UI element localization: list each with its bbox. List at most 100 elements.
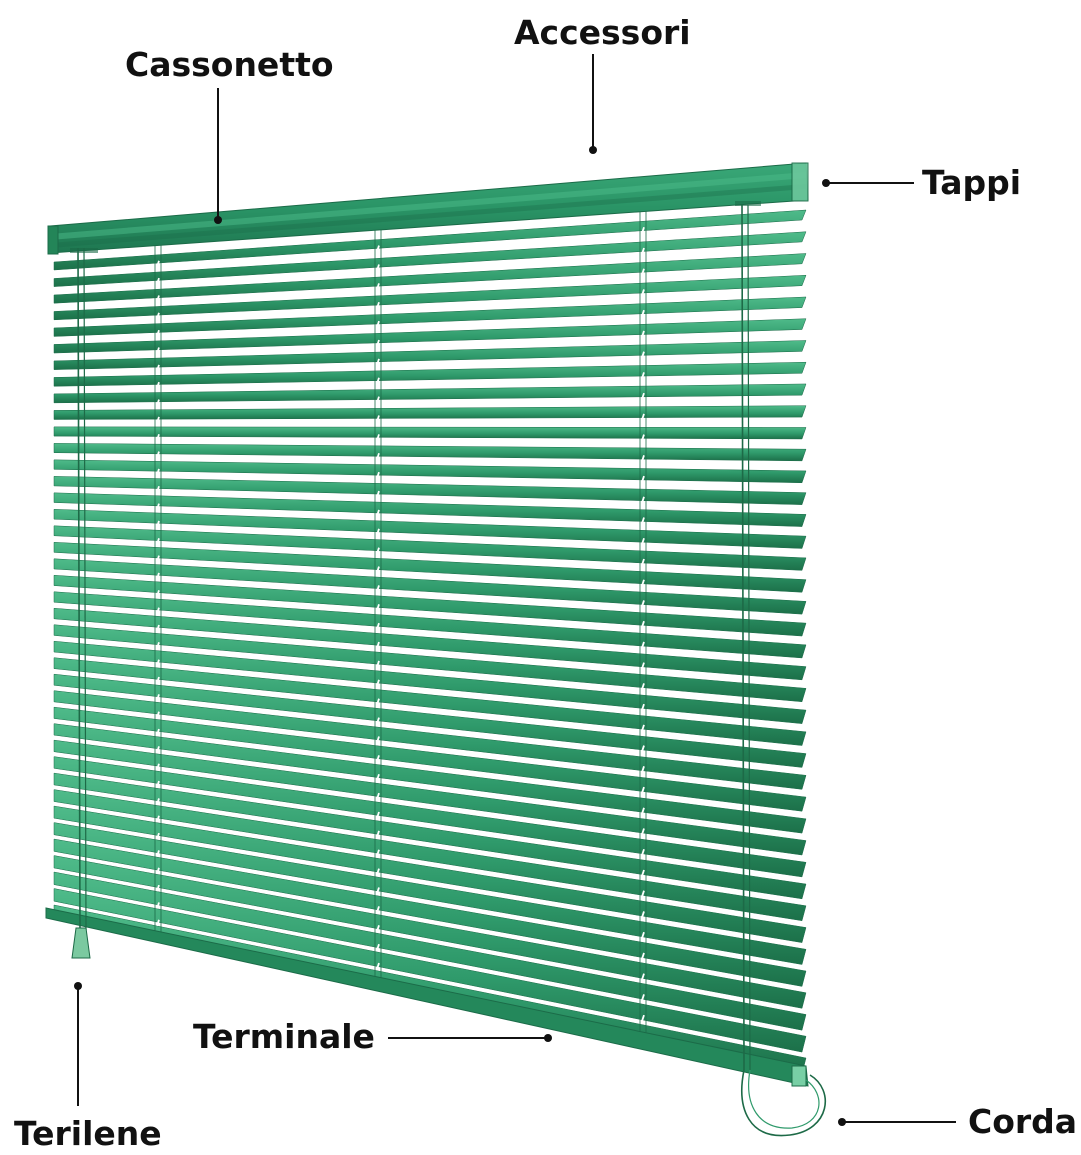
- ladder-rung: [156, 832, 160, 840]
- ladder-rung: [156, 642, 160, 649]
- ladder-rung: [641, 994, 645, 1001]
- ladder-rung: [376, 415, 380, 422]
- ladder-rung: [376, 320, 380, 328]
- ladder-rung: [156, 347, 160, 354]
- ladder-rung: [641, 351, 645, 358]
- ladder-rung: [376, 906, 380, 913]
- slat: [53, 492, 807, 527]
- ladder-rung: [376, 264, 380, 271]
- ladder-rung: [156, 728, 160, 736]
- ladder-rung: [641, 683, 645, 690]
- ladder-rung: [156, 520, 160, 528]
- ladder-rung: [641, 620, 645, 628]
- ladder-rung: [641, 330, 645, 338]
- ladder-rung: [156, 364, 160, 372]
- slat: [53, 509, 807, 549]
- slat: [53, 607, 807, 681]
- ladder-rung: [641, 662, 645, 669]
- ladder-rung: [376, 660, 380, 668]
- ladder-rung: [156, 329, 160, 337]
- slat: [53, 888, 807, 1053]
- slat: [53, 789, 807, 922]
- ladder-rung: [641, 766, 645, 773]
- ladder-rung: [156, 676, 160, 684]
- ladder-rung: [376, 301, 380, 309]
- ladder-rung: [376, 377, 380, 385]
- ladder-rung: [156, 381, 160, 389]
- slat: [53, 657, 807, 746]
- ladder-rung: [641, 392, 645, 400]
- ladder-rung: [156, 780, 160, 788]
- end-cap-right: [791, 162, 809, 202]
- ladder-rung: [376, 245, 380, 252]
- slat: [53, 459, 807, 484]
- ladder-rung: [376, 339, 380, 347]
- slat: [53, 231, 807, 287]
- slats-group: [53, 209, 807, 1075]
- ladder-rung: [156, 503, 160, 510]
- label-tappi: Tappi: [922, 163, 1022, 202]
- ladder-rung: [376, 509, 380, 517]
- ladder-rung: [156, 433, 160, 441]
- ladder-rung: [641, 890, 645, 897]
- slat: [53, 253, 807, 304]
- slat: [53, 318, 807, 354]
- slat: [53, 426, 807, 440]
- ladder-rung: [641, 952, 645, 960]
- slat: [53, 383, 807, 404]
- ladder-rung: [641, 931, 645, 939]
- label-corda: Corda: [968, 1102, 1078, 1141]
- ladder-rung: [156, 399, 160, 406]
- ladder-rung: [376, 490, 380, 498]
- slat: [53, 838, 807, 987]
- ladder-rung: [156, 590, 160, 597]
- ladder-rung: [156, 815, 160, 823]
- ladder-rung: [376, 924, 380, 932]
- slat: [53, 274, 807, 321]
- slat: [53, 756, 807, 878]
- ladder-rung: [376, 641, 380, 649]
- ladder-rung: [641, 226, 645, 234]
- ladder-rung: [156, 694, 160, 701]
- slat: [53, 871, 807, 1031]
- ladder-rung: [156, 277, 160, 285]
- ladder-rung: [641, 745, 645, 752]
- slat: [53, 296, 807, 337]
- ladder-rung: [641, 807, 645, 815]
- slat: [53, 673, 807, 768]
- tassel: [71, 247, 91, 959]
- bottom-rail-cap-right: [791, 1065, 807, 1087]
- ladder-rung: [641, 828, 645, 835]
- ladder-rung: [156, 919, 160, 927]
- slat: [53, 476, 807, 505]
- ladder-rung: [641, 455, 645, 462]
- slat: [53, 706, 807, 812]
- ladder-rung: [156, 763, 160, 771]
- ladder-rung: [376, 811, 380, 819]
- ladder-rung: [641, 848, 645, 856]
- ladder-rung: [156, 884, 160, 892]
- ladder-rung: [641, 517, 645, 524]
- ladder-rung: [156, 902, 160, 909]
- ladder-rung: [641, 413, 645, 421]
- ladder-rung: [376, 396, 380, 403]
- slat: [53, 855, 807, 1009]
- slat: [53, 525, 807, 571]
- ladder-rung: [641, 869, 645, 877]
- ladder-rung: [376, 943, 380, 951]
- ladder-rung: [156, 624, 160, 632]
- slat: [53, 542, 807, 593]
- ladder-rung: [156, 260, 160, 268]
- ladder-rung: [376, 887, 380, 894]
- slat: [53, 624, 807, 703]
- leader-dot-terminale: [544, 1034, 552, 1042]
- slat: [53, 340, 807, 370]
- ladder-rung: [156, 555, 160, 562]
- ladder-rung: [641, 434, 645, 441]
- ladder-rung: [156, 867, 160, 875]
- headrail: [47, 162, 809, 255]
- ladder-rung: [376, 622, 380, 630]
- label-terminale: Terminale: [193, 1017, 375, 1056]
- ladder-rung: [641, 786, 645, 794]
- slat: [53, 822, 807, 965]
